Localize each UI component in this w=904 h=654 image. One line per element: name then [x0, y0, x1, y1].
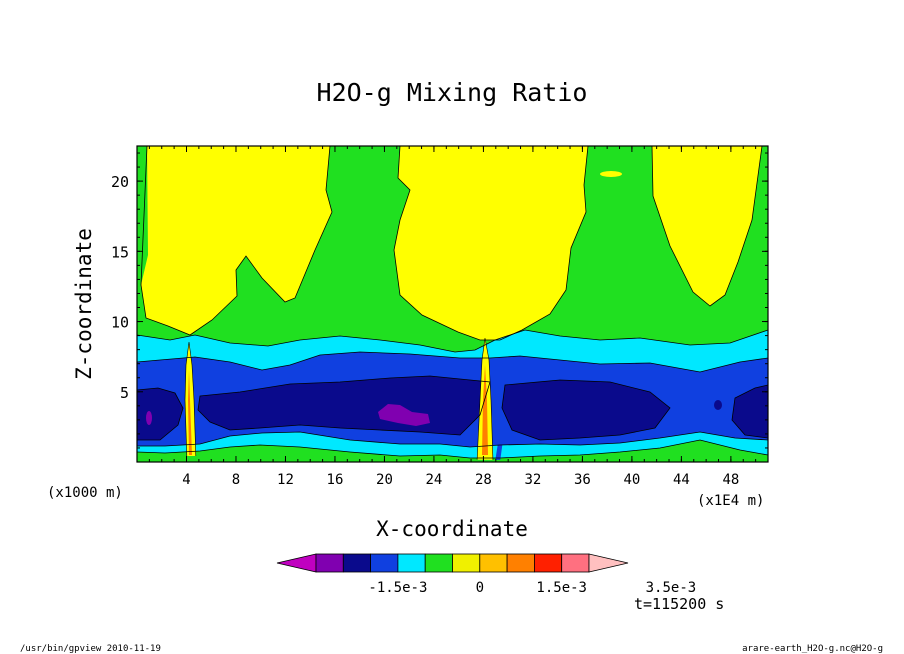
x-tick-label: 4	[182, 472, 190, 488]
y-axis-label: Z-coordinate	[72, 228, 96, 380]
colorbar-labels: -1.5e-3 0 1.5e-3 3.5e-3	[368, 580, 696, 596]
y-tick-label: 5	[120, 384, 129, 402]
y-tick-label: 10	[111, 314, 129, 332]
yellow-region-middle	[394, 146, 588, 340]
navy-region-far-right	[732, 385, 768, 438]
x-tick-label: 36	[574, 472, 591, 488]
x-tick-label: 12	[277, 472, 294, 488]
x-tick-label: 32	[524, 472, 541, 488]
y-tick-label: 20	[111, 173, 129, 191]
yellow-region-right	[652, 146, 762, 306]
contour-lines	[136, 145, 769, 459]
colorbar-box	[342, 553, 371, 573]
footer-left: /usr/bin/gpview 2010-11-19	[20, 644, 161, 654]
yellow-region-left	[141, 146, 332, 335]
colorbar-box	[561, 553, 590, 573]
x-tick-label: 20	[376, 472, 393, 488]
colorbar-box	[370, 553, 399, 573]
plot-frame	[136, 145, 769, 463]
y-tick-labels: 5 10 15 20	[111, 173, 129, 402]
colorbar-box	[479, 553, 508, 573]
colorbar-tick-label: 3.5e-3	[646, 580, 697, 596]
colorbar-tick-label: 1.5e-3	[536, 580, 587, 596]
x-tick-label: 8	[232, 472, 240, 488]
x-unit-label: (x1E4 m)	[697, 493, 764, 509]
time-label: t=115200 s	[634, 595, 724, 613]
x-tick-label: 44	[673, 472, 690, 488]
navy-region-right	[502, 380, 670, 440]
x-tick-label: 40	[623, 472, 640, 488]
plot-area	[136, 145, 769, 463]
colorbar-box	[397, 553, 426, 573]
colorbar	[276, 553, 629, 573]
column-middle-core	[482, 365, 488, 455]
yellow-patch	[600, 171, 622, 177]
y-unit-label: (x1000 m)	[47, 485, 123, 501]
colorbar-box	[424, 553, 453, 573]
colorbar-tick-label: -1.5e-3	[368, 580, 427, 596]
colorbar-low-arrow	[276, 553, 317, 573]
chart-title: H2O-g Mixing Ratio	[317, 78, 588, 107]
purple-patch-center	[378, 404, 430, 426]
colorbar-box	[534, 553, 563, 573]
navy-patch	[714, 400, 722, 410]
colorbar-tick-label: 0	[476, 580, 484, 596]
colorbar-box	[452, 553, 481, 573]
axis-ticks	[137, 146, 768, 462]
y-tick-label: 15	[111, 243, 129, 261]
x-tick-label: 16	[327, 472, 344, 488]
bottom-green-strip	[137, 455, 768, 462]
colorbar-box	[315, 553, 344, 573]
x-tick-label: 48	[722, 472, 739, 488]
column-middle-blue	[495, 430, 503, 462]
purple-patch-left	[146, 411, 152, 425]
column-left	[184, 341, 197, 463]
column-left-core	[188, 370, 192, 455]
x-axis-label: X-coordinate	[376, 517, 528, 541]
x-tick-label: 28	[475, 472, 492, 488]
navy-region-left	[137, 388, 183, 440]
x-tick-labels: 4 8 12 16 20 24 28 32 36 40 44 48	[182, 472, 739, 488]
colorbar-box	[506, 553, 535, 573]
colorbar-high-arrow	[588, 553, 629, 573]
footer-right: arare-earth_H2O-g.nc@H2O-g	[742, 644, 883, 654]
x-tick-label: 24	[426, 472, 443, 488]
